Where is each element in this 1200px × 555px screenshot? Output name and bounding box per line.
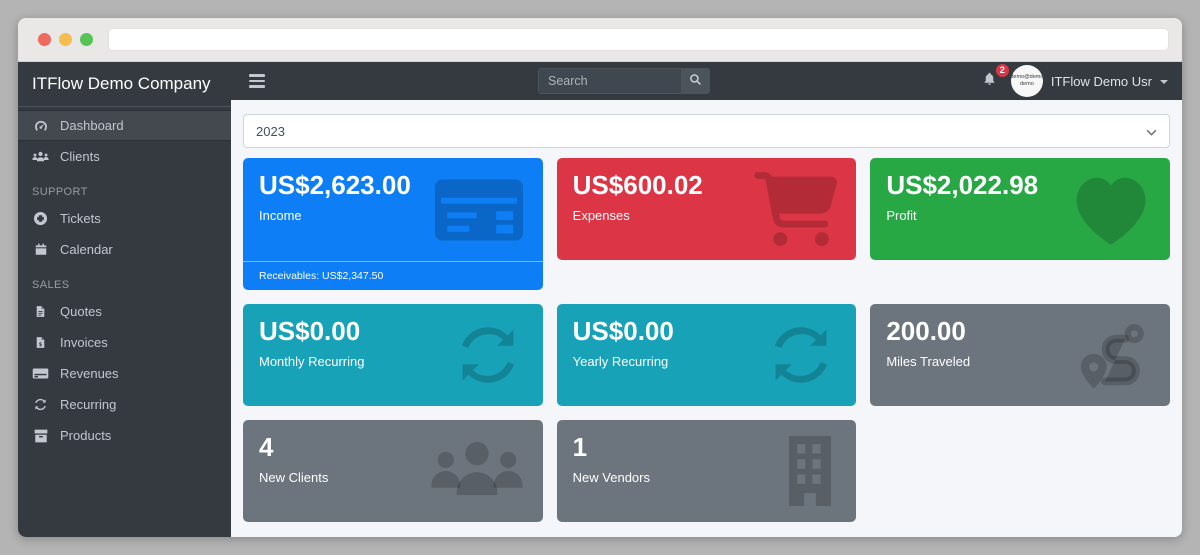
shopping-cart-icon	[754, 172, 838, 246]
card-footer: Receivables: US$2,347.50	[243, 261, 543, 290]
card-value: US$2,022.98	[886, 170, 1039, 200]
search-button[interactable]	[681, 69, 709, 93]
credit-card-icon	[433, 177, 525, 243]
box-icon	[32, 428, 49, 444]
sidebar-item-label: Revenues	[60, 366, 119, 381]
notification-count-badge: 2	[995, 63, 1009, 77]
sidebar-item-invoices[interactable]: $ Invoices	[18, 327, 231, 358]
sidebar-item-recurring[interactable]: Recurring	[18, 389, 231, 420]
browser-window: ITFlow Demo Company Dashboard Clients SU…	[18, 18, 1182, 537]
user-menu[interactable]: demo@demo demo ITFlow Demo Usr	[1010, 65, 1168, 97]
traffic-lights	[38, 33, 93, 46]
stat-card-monthly-recurring: US$0.00 Monthly Recurring	[243, 304, 543, 406]
sidebar-section-sales: SALES	[32, 279, 70, 291]
sidebar-item-dashboard[interactable]: Dashboard	[18, 110, 231, 141]
sidebar-item-tickets[interactable]: Tickets	[18, 203, 231, 234]
route-icon	[1076, 319, 1152, 391]
life-ring-icon	[32, 211, 49, 227]
sidebar-item-clients[interactable]: Clients	[18, 141, 231, 172]
file-invoice-dollar-icon: $	[32, 335, 49, 351]
sidebar-nav: Dashboard Clients SUPPORT Tickets	[18, 107, 231, 451]
year-select[interactable]: 2023	[243, 114, 1170, 148]
sidebar-item-label: Quotes	[60, 304, 102, 319]
tachometer-icon	[32, 118, 49, 134]
stat-card-profit: US$2,022.98 Profit	[870, 158, 1170, 260]
brand-title[interactable]: ITFlow Demo Company	[18, 62, 231, 107]
sidebar-section-support: SUPPORT	[32, 186, 88, 198]
users-icon	[32, 149, 49, 165]
card-value: US$600.02	[572, 170, 703, 200]
sidebar-item-label: Products	[60, 428, 112, 443]
file-document-icon	[32, 304, 49, 320]
search-input[interactable]	[539, 69, 681, 93]
card-value: US$0.00	[572, 316, 674, 346]
year-select-value: 2023	[256, 123, 285, 139]
calendar-icon	[32, 242, 49, 258]
dashboard-content: 2023 US$2,623.00 Income	[231, 100, 1182, 537]
svg-text:$: $	[39, 342, 43, 348]
bell-icon	[982, 72, 997, 91]
heart-icon	[1070, 172, 1152, 246]
sidebar-item-label: Clients	[60, 149, 100, 164]
sidebar-item-calendar[interactable]: Calendar	[18, 234, 231, 265]
search-box	[538, 68, 710, 94]
user-name: ITFlow Demo Usr	[1050, 73, 1152, 89]
browser-titlebar	[18, 18, 1182, 62]
card-label: Income	[259, 207, 302, 223]
sidebar-item-label: Invoices	[60, 335, 108, 350]
money-check-icon	[32, 366, 49, 382]
card-value: 200.00	[886, 316, 966, 346]
sync-icon	[32, 397, 49, 413]
search-icon	[689, 73, 702, 89]
sync-icon	[764, 318, 838, 392]
stat-card-new-vendors: 1 New Vendors	[556, 420, 857, 522]
sidebar-item-quotes[interactable]: Quotes	[18, 296, 231, 327]
card-value: 1	[572, 432, 588, 462]
close-button[interactable]	[38, 33, 51, 46]
stat-card-new-clients: 4 New Clients	[243, 420, 543, 522]
stat-card-yearly-recurring: US$0.00 Yearly Recurring	[556, 304, 857, 406]
sidebar: ITFlow Demo Company Dashboard Clients SU…	[18, 62, 231, 537]
card-label: Yearly Recurring	[572, 353, 669, 369]
stat-card-miles-traveled: 200.00 Miles Traveled	[870, 304, 1170, 406]
browser-address-bar[interactable]	[108, 28, 1169, 51]
avatar: demo@demo demo	[1010, 65, 1043, 97]
card-label: New Vendors	[572, 469, 650, 485]
card-label: Expenses	[572, 207, 630, 223]
sidebar-item-label: Calendar	[60, 242, 113, 257]
stat-card-income: US$2,623.00 Income Receivables: US$2,347…	[243, 158, 543, 290]
minimize-button[interactable]	[59, 33, 72, 46]
users-icon	[429, 433, 525, 510]
sidebar-item-label: Tickets	[60, 211, 101, 226]
sync-icon	[451, 318, 525, 392]
sidebar-item-products[interactable]: Products	[18, 420, 231, 451]
sidebar-item-label: Recurring	[60, 397, 117, 412]
menu-toggle-icon[interactable]	[249, 74, 265, 88]
card-label: Miles Traveled	[886, 353, 971, 369]
card-value: US$2,623.00	[259, 170, 411, 200]
maximize-button[interactable]	[80, 33, 93, 46]
card-value: 4	[259, 432, 274, 462]
sidebar-item-label: Dashboard	[60, 118, 124, 133]
building-icon	[782, 434, 838, 509]
stat-card-expenses: US$600.02 Expenses	[556, 158, 857, 260]
stat-cards-grid: US$2,623.00 Income Receivables: US$2,347…	[243, 158, 1170, 522]
card-label: Monthly Recurring	[259, 353, 365, 369]
notifications-button[interactable]: 2	[978, 63, 1009, 94]
chevron-down-icon	[1160, 80, 1168, 84]
sidebar-item-revenues[interactable]: Revenues	[18, 358, 231, 389]
card-label: Profit	[886, 207, 917, 223]
card-value: US$0.00	[259, 316, 361, 346]
top-navbar: 2 demo@demo demo ITFlow Demo Usr	[231, 62, 1182, 100]
chevron-down-icon	[1146, 124, 1157, 139]
card-label: New Clients	[259, 469, 329, 485]
